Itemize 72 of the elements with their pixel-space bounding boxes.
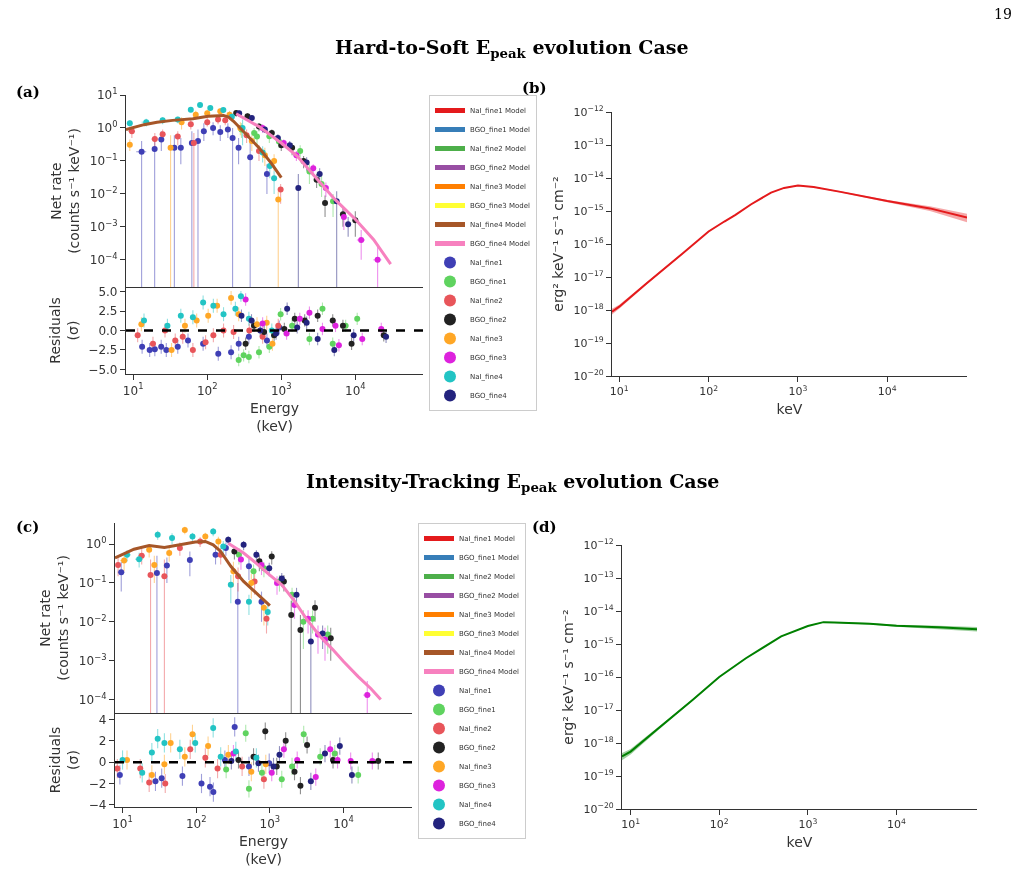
y-tick-label: −2 xyxy=(88,776,107,791)
y-tick-label: 2.5 xyxy=(98,304,118,319)
text: (a) xyxy=(16,83,40,101)
y-axis-title: erg² keV⁻¹ s⁻¹ cm⁻² xyxy=(550,176,567,312)
y-tick-label: 10$^{0}$ xyxy=(96,119,118,136)
text: 19 xyxy=(994,6,1012,22)
x-tick-label: 10$^{1}$ xyxy=(621,816,641,832)
text: Intensity-Tracking E$_{peak}$ evolution Case xyxy=(306,470,720,495)
x-tick-label: 10$^{3}$ xyxy=(798,816,818,832)
x-tick-label: 10$^{1}$ xyxy=(122,381,144,398)
y-tick-label: 10$^{−18}$ xyxy=(583,735,614,750)
y-tick-label: 10$^{−4}$ xyxy=(89,251,118,268)
y-tick-label: 0 xyxy=(98,755,107,770)
text: (c) xyxy=(16,518,40,536)
x-tick-label: 10$^{3}$ xyxy=(270,381,292,398)
y-tick-label: 10$^{−2}$ xyxy=(78,612,107,630)
y-tick-label: 10$^{−19}$ xyxy=(583,768,614,783)
y-tick-label: 10$^{−16}$ xyxy=(583,669,614,684)
x-tick-label: 10$^{3}$ xyxy=(788,383,808,399)
text: (b) xyxy=(522,79,547,97)
y-axis-title: erg² keV⁻¹ s⁻¹ cm⁻² xyxy=(560,609,577,745)
text: Hard-to-Soft E$_{peak}$ evolution Case xyxy=(335,36,689,61)
x-axis-title: keV xyxy=(776,400,803,417)
y-tick-label: 10$^{0}$ xyxy=(85,535,107,552)
y-tick-label: 0.0 xyxy=(98,323,118,338)
y-tick-label: 10$^{−13}$ xyxy=(573,137,604,152)
y-axis-title: Residuals (σ) xyxy=(46,297,81,364)
x-tick-label: 10$^{2}$ xyxy=(185,814,207,831)
y-tick-label: −5.0 xyxy=(88,362,118,377)
y-axis-title: Net rate (counts s⁻¹ keV⁻¹) xyxy=(37,555,72,681)
x-axis-title: Energy (keV) xyxy=(249,399,300,434)
y-tick-label: 10$^{−14}$ xyxy=(573,170,604,185)
text: (d) xyxy=(532,518,557,536)
y-tick-label: 10$^{−1}$ xyxy=(78,574,107,591)
y-axis-title: Residuals (σ) xyxy=(47,726,82,794)
y-axis-title: Net rate (counts s⁻¹ keV⁻¹) xyxy=(48,128,83,254)
y-tick-label: 10$^{−4}$ xyxy=(78,690,107,707)
x-tick-label: 10$^{4}$ xyxy=(887,816,907,832)
y-tick-label: 10$^{−17}$ xyxy=(583,702,614,717)
y-tick-label: 10$^{−14}$ xyxy=(583,603,614,618)
y-tick-label: 2 xyxy=(98,733,107,748)
y-tick-label: 10$^{−17}$ xyxy=(573,269,604,284)
x-tick-label: 10$^{3}$ xyxy=(259,814,281,831)
y-tick-label: 10$^{1}$ xyxy=(96,86,118,103)
y-tick-label: 10$^{−12}$ xyxy=(583,537,614,552)
y-tick-label: 10$^{−2}$ xyxy=(89,185,118,202)
y-tick-label: 10$^{−3}$ xyxy=(89,218,118,235)
y-tick-label: 10$^{−20}$ xyxy=(573,368,604,383)
y-tick-label: 10$^{−15}$ xyxy=(583,636,614,651)
y-tick-label: 10$^{−18}$ xyxy=(573,302,604,317)
x-tick-label: 10$^{2}$ xyxy=(699,383,719,399)
x-axis-title: Energy (keV) xyxy=(238,832,289,867)
x-axis-title: keV xyxy=(786,833,813,850)
x-tick-label: 10$^{1}$ xyxy=(112,814,133,831)
x-tick-label: 10$^{1}$ xyxy=(609,383,629,399)
y-tick-label: 10$^{−19}$ xyxy=(573,335,604,350)
y-tick-label: −4 xyxy=(88,798,107,813)
x-tick-label: 10$^{4}$ xyxy=(333,814,354,831)
x-tick-label: 10$^{2}$ xyxy=(196,381,218,398)
x-tick-label: 10$^{4}$ xyxy=(345,381,366,398)
y-tick-label: 10$^{−15}$ xyxy=(573,203,604,218)
y-tick-label: −2.5 xyxy=(88,343,118,358)
y-tick-label: 5.0 xyxy=(98,284,118,299)
y-tick-label: 10$^{−13}$ xyxy=(583,570,614,585)
y-tick-label: 4 xyxy=(98,712,107,727)
x-tick-label: 10$^{4}$ xyxy=(877,383,897,399)
y-tick-label: 10$^{−3}$ xyxy=(78,651,107,668)
y-tick-label: 10$^{−16}$ xyxy=(573,236,604,251)
y-tick-label: 10$^{−1}$ xyxy=(89,152,118,169)
y-tick-label: 10$^{−20}$ xyxy=(583,801,614,816)
y-tick-label: 10$^{−12}$ xyxy=(573,104,604,119)
x-tick-label: 10$^{2}$ xyxy=(709,816,729,832)
